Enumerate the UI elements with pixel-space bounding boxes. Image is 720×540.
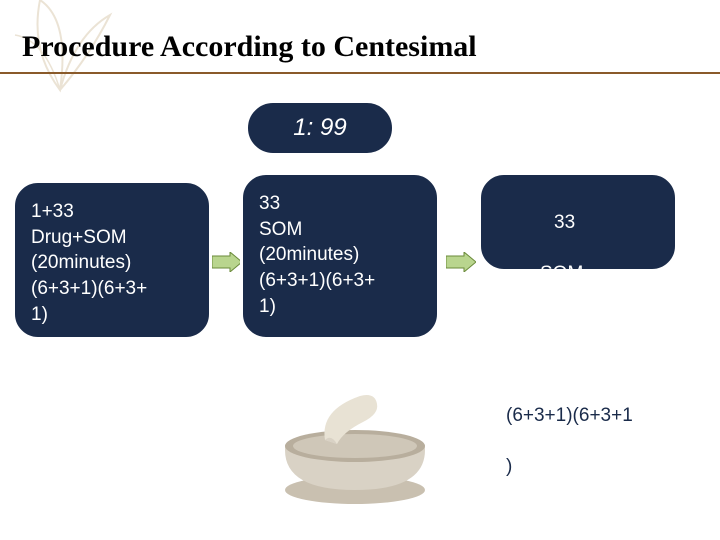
arrow-2 xyxy=(446,252,476,272)
title-underline xyxy=(0,72,720,74)
step-3-box: 33 SOM (20minutes) (6+3+1)(6+3+1 ) xyxy=(490,168,700,522)
page-title: Procedure According to Centesimal xyxy=(22,30,477,64)
step3-line4: (6+3+1)(6+3+1 xyxy=(506,403,688,429)
step-1-box: 1+33 Drug+SOM (20minutes) (6+3+1)(6+3+ 1… xyxy=(12,180,212,340)
step3-line1: 33 xyxy=(506,210,688,236)
step3-line5: ) xyxy=(506,454,688,480)
ratio-bubble: 1: 99 xyxy=(245,100,395,156)
step3-line2: SOM xyxy=(506,261,688,287)
step-2-box: 33 SOM (20minutes) (6+3+1)(6+3+ 1) xyxy=(240,172,440,340)
mortar-pestle-image xyxy=(265,390,445,510)
step3-line3: (20minutes) xyxy=(506,312,688,338)
arrow-1 xyxy=(212,252,242,272)
